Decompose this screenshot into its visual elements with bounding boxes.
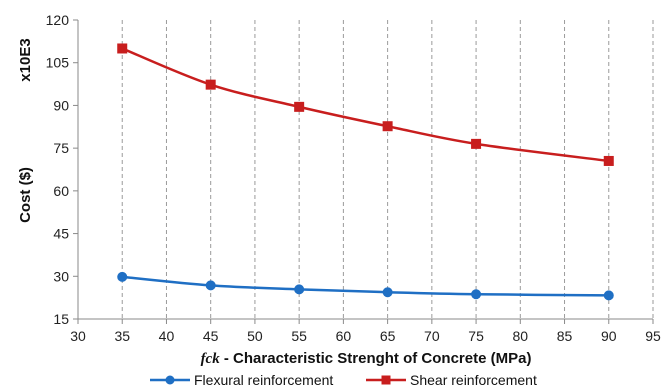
series-line-shear	[121, 47, 609, 163]
data-point-flexural-45	[205, 280, 216, 291]
data-point-shear-75	[471, 138, 482, 149]
x-tick-labels: 30 35 40 45 50 55 60 65 70 75 80 85 90 95	[70, 328, 661, 344]
legend-marker-shear	[381, 375, 391, 385]
x-tick-label-65: 65	[380, 328, 396, 344]
data-point-flexural-90	[603, 290, 614, 301]
x-axis-label-text: - Characteristic Strenght of Concrete (M…	[220, 350, 532, 367]
x-tick-label-35: 35	[114, 328, 130, 344]
legend-item-flexural: Flexural reinforcement	[150, 372, 333, 388]
y-axis-label: Cost ($)	[17, 167, 34, 223]
y-tick-label-15: 15	[53, 311, 69, 327]
y-tick-label-45: 45	[53, 226, 69, 242]
data-point-shear-35	[117, 43, 128, 54]
data-point-shear-65	[382, 121, 393, 132]
series-line-flexural	[122, 275, 609, 297]
data-point-shear-90	[603, 155, 614, 166]
legend-label-shear: Shear reinforcement	[410, 372, 537, 388]
y-tick-label-60: 60	[53, 183, 69, 199]
series-layer	[117, 43, 614, 301]
legend-item-shear: Shear reinforcement	[366, 372, 537, 388]
y-tick-label-75: 75	[53, 140, 69, 156]
data-point-flexural-35	[117, 271, 128, 282]
x-tick-label-60: 60	[336, 328, 352, 344]
x-axis-label: fck - Characteristic Strenght of Concret…	[201, 350, 532, 367]
data-point-shear-45	[205, 79, 216, 90]
x-tick-label-75: 75	[468, 328, 484, 344]
x-tick-label-45: 45	[203, 328, 219, 344]
data-point-flexural-65	[382, 287, 393, 298]
grid-lines	[121, 20, 654, 319]
legend-label-flexural: Flexural reinforcement	[194, 372, 333, 388]
x-tick-label-85: 85	[557, 328, 573, 344]
x-tick-label-30: 30	[70, 328, 86, 344]
x-tick-label-50: 50	[247, 328, 263, 344]
x-axis-symbol: fck	[201, 351, 221, 367]
y-scale-note: x10E3	[17, 38, 34, 81]
y-tick-label-30: 30	[53, 268, 69, 284]
x-tick-label-80: 80	[513, 328, 529, 344]
y-tick-labels: 15 30 45 60 75 90 105 120	[46, 12, 70, 327]
legend: Flexural reinforcement Shear reinforceme…	[150, 372, 537, 388]
x-tick-label-70: 70	[424, 328, 440, 344]
y-tick-label-120: 120	[46, 12, 70, 28]
legend-marker-flexural	[165, 375, 175, 385]
x-tick-label-90: 90	[601, 328, 617, 344]
data-point-flexural-55	[294, 284, 305, 295]
x-tick-label-40: 40	[159, 328, 175, 344]
y-tick-label-105: 105	[46, 55, 70, 71]
x-tick-label-95: 95	[645, 328, 661, 344]
x-tick-label-55: 55	[291, 328, 307, 344]
data-point-flexural-75	[471, 289, 482, 300]
axes	[73, 19, 654, 324]
y-tick-label-90: 90	[53, 97, 69, 113]
data-point-shear-55	[294, 101, 305, 112]
